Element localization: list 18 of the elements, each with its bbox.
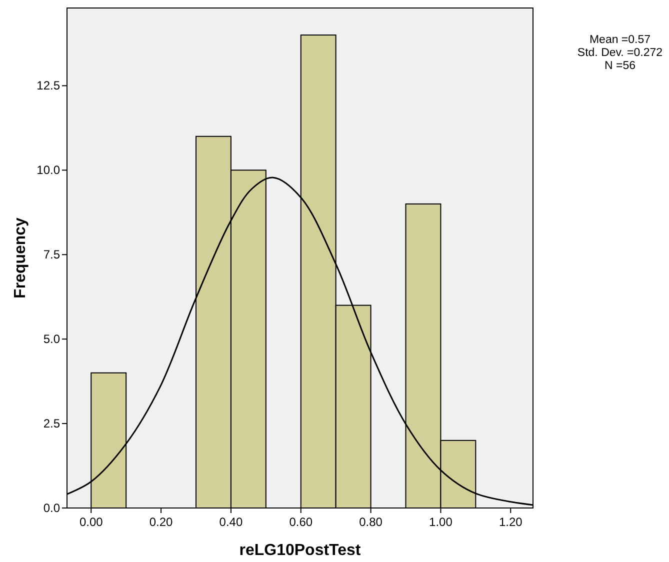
x-tick-label: 0.20 <box>149 515 174 529</box>
y-tick-label: 5.0 <box>43 332 60 346</box>
y-tick-label: 12.5 <box>36 78 60 93</box>
y-tick-label: 0.0 <box>43 501 60 515</box>
x-axis-title: reLG10PostTest <box>239 542 362 559</box>
y-tick-label: 7.5 <box>43 248 60 262</box>
text: Mean =0.57 <box>589 34 651 46</box>
x-tick-label: 1.00 <box>429 515 453 529</box>
x-tick-label: 0.00 <box>79 515 104 529</box>
text: N =56 <box>604 60 636 72</box>
x-tick-label: 0.80 <box>359 515 383 529</box>
y-tick-label: 2.5 <box>43 416 60 431</box>
y-tick-label: 10.0 <box>36 163 60 178</box>
x-tick-label: 1.20 <box>498 515 523 529</box>
x-tick-label: 0.40 <box>219 515 243 529</box>
x-tick-label: 0.60 <box>289 515 313 529</box>
y-axis-title: Frequency <box>12 217 29 298</box>
text: Std. Dev. =0.272 <box>577 47 663 59</box>
